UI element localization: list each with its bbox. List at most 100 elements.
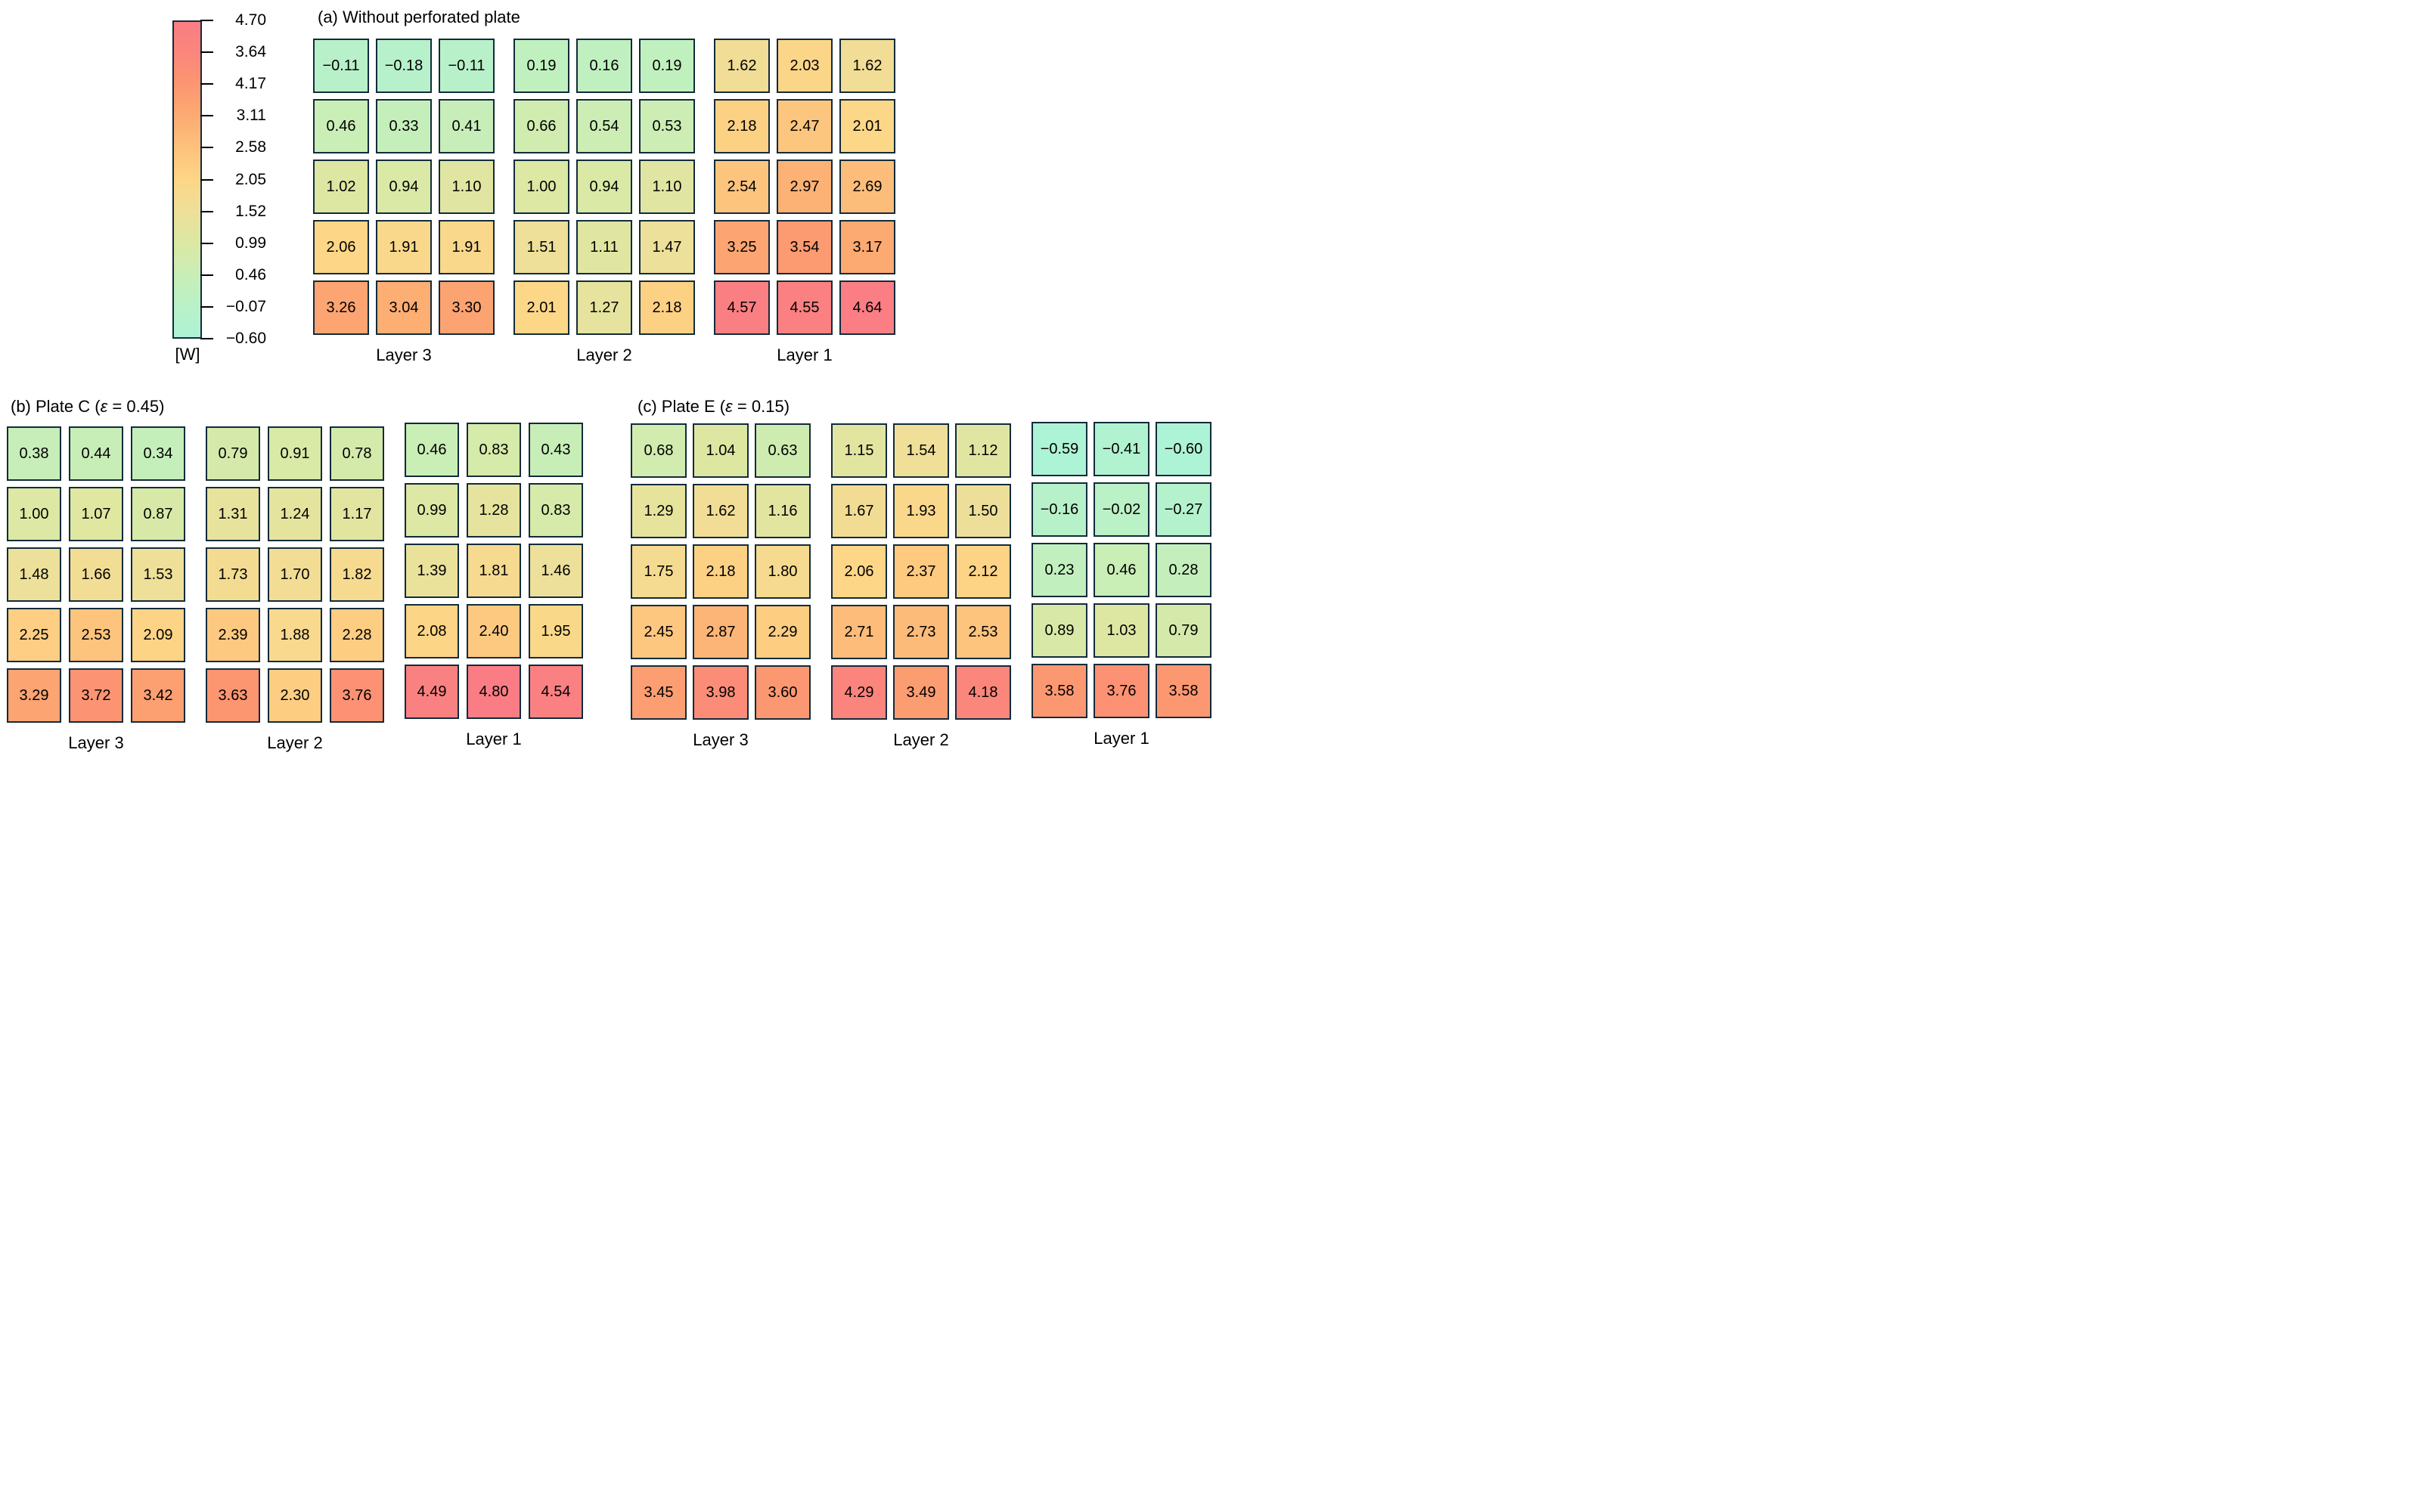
panel-c: (c) Plate E (ε = 0.15) 0.68 1.04 0.63 1.29 1…	[631, 397, 1211, 750]
layer-label: Layer 2	[893, 730, 949, 749]
heatmap-cell: 1.27	[576, 280, 632, 335]
heatmap-cell: 2.01	[839, 99, 895, 153]
heatmap-cell: 3.98	[693, 665, 749, 720]
heatmap-cell: 2.87	[693, 605, 749, 659]
heatmap-cell: 3.76	[330, 668, 384, 723]
layer-group-layer-1: 1.62 2.03 1.62 2.18 2.47 2.01 2.54 2.97 2.69 3.25…	[714, 39, 895, 365]
colorbar-unit-label: [W]	[175, 345, 200, 364]
heatmap-cell: 1.91	[376, 220, 432, 274]
heatmap-grid-a: −0.11 −0.18 −0.11 0.46 0.33 0.41 1.02 0.94 1.10 2…	[313, 39, 895, 365]
layer-group-layer-1: 0.46 0.83 0.43 0.99 1.28 0.83 1.39 1.81 1.46 2.08…	[405, 423, 583, 749]
heatmap-cell: 0.66	[513, 99, 569, 153]
colorbar-tick	[200, 83, 213, 85]
heatmap-cell: 2.47	[777, 99, 833, 153]
heatmap-cell: 2.25	[7, 608, 61, 662]
colorbar-tick-label: 0.46	[235, 265, 266, 284]
heatmap-cell: 1.73	[206, 547, 260, 602]
heatmap-grid-b: 0.38 0.44 0.34 1.00 1.07 0.87 1.48 1.66 1.53 2.25…	[7, 423, 583, 753]
panel-title-text: (b) Plate C (	[11, 397, 101, 416]
epsilon-symbol: ε	[100, 397, 108, 416]
heatmap-cell: 1.46	[529, 544, 583, 598]
heatmap-cell: 2.28	[330, 608, 384, 662]
heatmap-cell: 1.51	[513, 220, 569, 274]
panel-title-text: = 0.45)	[107, 397, 165, 416]
heatmap-cell: 0.53	[639, 99, 695, 153]
colorbar-tick	[200, 242, 213, 244]
heatmap-cell: 1.12	[955, 423, 1011, 478]
heatmap-grid-c: 0.68 1.04 0.63 1.29 1.62 1.16 1.75 2.18 1.80 2.45…	[631, 422, 1211, 750]
heatmap-cell: 3.26	[313, 280, 369, 335]
heatmap-cell: 4.18	[955, 665, 1011, 720]
heatmap-cell: −0.11	[439, 39, 495, 93]
heatmap-cell: 1.53	[131, 547, 185, 602]
heatmap-cell: 1.70	[268, 547, 322, 602]
cell-grid: 1.62 2.03 1.62 2.18 2.47 2.01 2.54 2.97 2.69 3.25…	[714, 39, 895, 335]
heatmap-cell: 3.42	[131, 668, 185, 723]
heatmap-cell: 0.89	[1032, 603, 1087, 658]
heatmap-cell: 3.49	[893, 665, 949, 720]
heatmap-cell: 0.94	[576, 160, 632, 214]
heatmap-cell: 1.02	[313, 160, 369, 214]
colorbar-tick-label: 2.58	[235, 138, 266, 156]
heatmap-cell: 2.53	[955, 605, 1011, 659]
heatmap-cell: 0.83	[467, 423, 521, 477]
colorbar-tick	[200, 147, 213, 149]
colorbar-tick-label: 3.11	[236, 107, 266, 125]
heatmap-cell: 2.12	[955, 544, 1011, 599]
heatmap-cell: 1.82	[330, 547, 384, 602]
layer-label: Layer 3	[68, 733, 124, 752]
heatmap-cell: 0.46	[1094, 543, 1149, 597]
heatmap-cell: 4.49	[405, 665, 459, 719]
heatmap-cell: 1.62	[714, 39, 770, 93]
heatmap-cell: 0.63	[755, 423, 811, 478]
heatmap-cell: 1.95	[529, 604, 583, 658]
cell-grid: 0.38 0.44 0.34 1.00 1.07 0.87 1.48 1.66 1.53 2.25…	[7, 426, 185, 723]
heatmap-cell: 2.09	[131, 608, 185, 662]
panel-a: (a) Without perforated plate −0.11 −0.18−…	[313, 8, 895, 365]
cell-grid: 0.46 0.83 0.43 0.99 1.28 0.83 1.39 1.81 1.46 2.08…	[405, 423, 583, 719]
epsilon-symbol: ε	[725, 397, 733, 416]
heatmap-cell: 1.00	[513, 160, 569, 214]
heatmap-cell: 3.30	[439, 280, 495, 335]
heatmap-cell: 0.34	[131, 426, 185, 481]
panel-title-a: (a) Without perforated plate	[318, 8, 520, 27]
heatmap-cell: 0.46	[405, 423, 459, 477]
colorbar-tick-label: 1.52	[235, 202, 266, 220]
heatmap-cell: 2.08	[405, 604, 459, 658]
heatmap-cell: 2.29	[755, 605, 811, 659]
heatmap-cell: 0.99	[405, 483, 459, 538]
heatmap-cell: 2.37	[893, 544, 949, 599]
heatmap-cell: 1.91	[439, 220, 495, 274]
heatmap-cell: 1.66	[69, 547, 123, 602]
heatmap-cell: 1.15	[831, 423, 887, 478]
cell-grid: 0.79 0.91 0.78 1.31 1.24 1.17 1.73 1.70 1.82 2.39…	[206, 426, 384, 723]
cell-grid: 1.15 1.54 1.12 1.67 1.93 1.50 2.06 2.37 2.12 2.71…	[831, 423, 1011, 720]
panel-title-text: = 0.15)	[732, 397, 790, 416]
cell-grid: 0.68 1.04 0.63 1.29 1.62 1.16 1.75 2.18 1.80 2.45…	[631, 423, 811, 720]
cell-grid: −0.11 −0.18 −0.11 0.46 0.33 0.41 1.02 0.94 1.10 2…	[313, 39, 495, 335]
layer-label: Layer 2	[267, 733, 323, 752]
figure-canvas: 4.70 3.64 4.17 3.11 2.58 2.05 1.52 0.99 0.46 −0.0…	[0, 0, 1213, 756]
colorbar-tick	[200, 305, 213, 308]
panel-title-text: (a) Without perforated plate	[318, 8, 520, 26]
heatmap-cell: 2.69	[839, 160, 895, 214]
heatmap-cell: 2.18	[639, 280, 695, 335]
heatmap-cell: 2.18	[714, 99, 770, 153]
layer-label: Layer 1	[1094, 729, 1149, 748]
heatmap-cell: 4.29	[831, 665, 887, 720]
heatmap-cell: 1.17	[330, 487, 384, 541]
heatmap-cell: 0.28	[1156, 543, 1211, 597]
heatmap-cell: 0.16	[576, 39, 632, 93]
heatmap-cell: 2.06	[313, 220, 369, 274]
heatmap-cell: 2.18	[693, 544, 749, 599]
heatmap-cell: 1.54	[893, 423, 949, 478]
heatmap-cell: 1.07	[69, 487, 123, 541]
heatmap-cell: 4.80	[467, 665, 521, 719]
heatmap-cell: 1.00	[7, 487, 61, 541]
heatmap-cell: 1.39	[405, 544, 459, 598]
heatmap-cell: 1.48	[7, 547, 61, 602]
heatmap-cell: 0.19	[639, 39, 695, 93]
heatmap-cell: 2.39	[206, 608, 260, 662]
heatmap-cell: −0.16	[1032, 482, 1087, 537]
heatmap-cell: 2.03	[777, 39, 833, 93]
